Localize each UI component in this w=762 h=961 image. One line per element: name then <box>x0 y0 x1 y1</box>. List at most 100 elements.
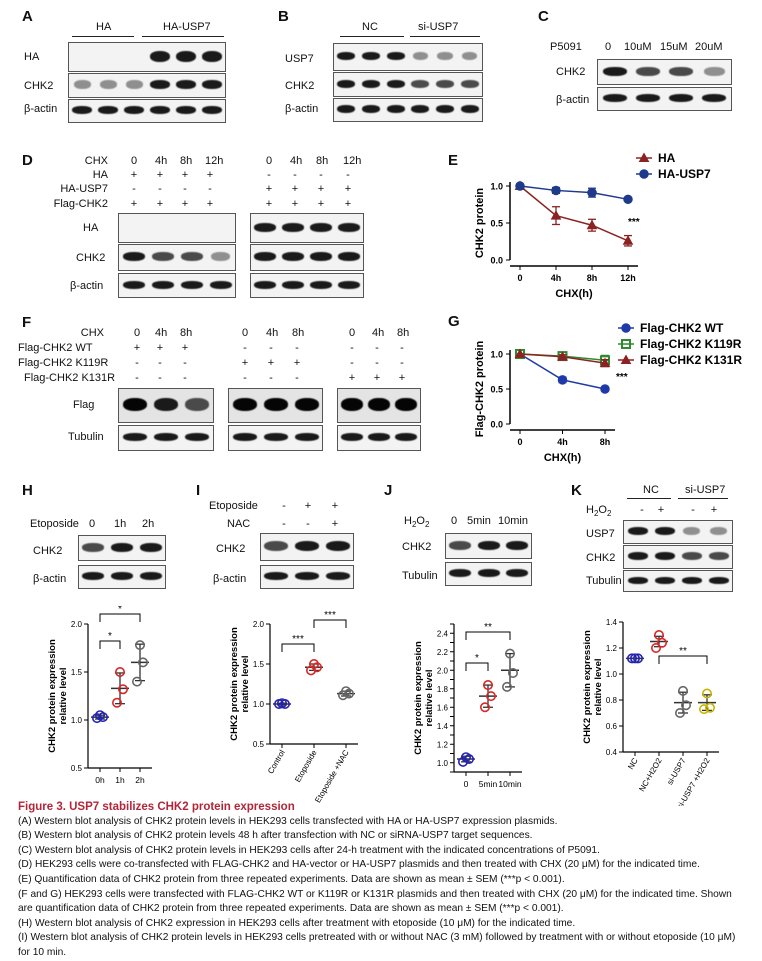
sign-mark: 4h <box>155 327 168 339</box>
blot-band <box>122 433 147 441</box>
y-axis-title: CHK2 protein expression <box>582 630 593 744</box>
sign-mark: 0 <box>348 327 356 339</box>
blot-strip <box>118 244 236 271</box>
sign-mark: - <box>135 372 139 384</box>
sign-mark: 12h <box>343 155 362 167</box>
panel-label-c: C <box>538 8 549 25</box>
blot-band <box>340 433 363 441</box>
sign-mark: + <box>265 183 273 195</box>
blot-strip <box>337 388 421 423</box>
blot-band <box>368 398 390 411</box>
data-point-marker <box>623 194 633 205</box>
blot-strip <box>68 73 226 98</box>
data-point <box>341 686 352 697</box>
treatment-label: NAC <box>227 518 251 530</box>
data-point <box>461 752 472 763</box>
blot-band <box>150 50 170 62</box>
y-tick-label: 1.0 <box>606 670 618 679</box>
x-tick-label: NC+H2O2 <box>637 756 664 793</box>
panel-label-h: H <box>22 482 33 499</box>
sign-mark: 0 <box>265 155 273 167</box>
y-tick-label: 2.0 <box>71 620 83 629</box>
blot-band <box>338 252 360 261</box>
condition-label: CHX <box>84 155 108 167</box>
chart-g: 0.0 0.5 1.0 0 4h 8h CHX(h) Flag-CHK2 protein Fla… <box>474 321 742 464</box>
row-label: CHK2 <box>33 545 63 557</box>
sign-mark: + <box>291 183 299 195</box>
sign-mark: - <box>269 372 273 384</box>
dose-label: 20uM <box>695 41 723 53</box>
data-point <box>678 685 689 696</box>
blot-band <box>386 105 405 113</box>
data-point-marker <box>587 187 597 198</box>
sign-mark: 0 <box>133 327 141 339</box>
row-label: β-actin <box>70 280 104 292</box>
x-tick-label: 0 <box>464 779 469 789</box>
sign-mark: + <box>130 169 138 181</box>
blot-strip <box>597 59 732 85</box>
significance-bracket <box>465 662 489 671</box>
blot-band <box>282 252 304 261</box>
blot-band <box>681 552 702 560</box>
row-label: CHK2 <box>402 541 432 553</box>
sign-mark: + <box>206 169 214 181</box>
caption-line: (I) Western blot analysis of CHK2 protei… <box>18 932 736 958</box>
blot-band <box>437 52 453 60</box>
y-tick-label: 0.8 <box>606 696 618 705</box>
blot-band <box>176 80 196 89</box>
x-tick-label: Etoposide +NAC <box>313 748 351 804</box>
blot-band <box>708 576 729 584</box>
sign-mark: - <box>375 357 379 369</box>
x-axis-title: CHX(h) <box>544 452 582 464</box>
legend-label: HA-USP7 <box>658 167 711 181</box>
y-tick-label: 1.4 <box>606 618 618 627</box>
blot-band <box>151 252 174 261</box>
data-point <box>132 676 143 687</box>
row-label: CHK2 <box>556 66 586 78</box>
blot-strip <box>445 533 532 559</box>
blot-band <box>627 576 648 584</box>
data-point <box>702 688 713 699</box>
y-axis-title: CHK2 protein expression <box>413 641 424 755</box>
x-tick-label: 10min <box>498 779 521 789</box>
dose-label: 10uM <box>624 41 652 53</box>
figure-caption: Figure 3. USP7 stabilizes CHK2 protein e… <box>18 800 748 961</box>
blot-band <box>505 569 528 577</box>
data-point <box>135 640 146 651</box>
blot-band <box>460 79 479 88</box>
y-tick-label: 1.5 <box>71 668 83 677</box>
group-label: HA-USP7 <box>163 21 211 33</box>
blot-band <box>139 542 162 552</box>
sign-mark: 8h <box>292 327 305 339</box>
data-point-marker <box>586 219 598 230</box>
row-label: CHK2 <box>24 80 54 92</box>
blot-band <box>368 433 390 441</box>
x-tick-label: 2h <box>135 775 145 785</box>
panel-label-g: G <box>448 313 460 330</box>
dose-label: 0 <box>605 41 612 53</box>
blot-band <box>362 105 380 113</box>
x-tick-label: 12h <box>620 273 636 283</box>
x-tick-label: 8h <box>600 437 611 447</box>
significance-label: *** <box>616 372 628 383</box>
row-label: Flag <box>73 399 95 411</box>
blot-band <box>602 94 627 102</box>
series-line <box>519 185 629 242</box>
sign-mark: - <box>640 504 644 516</box>
x-tick-label: 8h <box>587 273 598 283</box>
row-label: USP7 <box>586 528 615 540</box>
dose-label: 15uM <box>660 41 688 53</box>
blot-band <box>310 252 332 261</box>
blot-strip <box>445 562 532 586</box>
blot-band <box>139 572 162 580</box>
sign-mark: - <box>158 372 162 384</box>
sign-mark: - <box>243 342 247 354</box>
blot-strip <box>68 42 226 72</box>
chart-h: 0.5 1.0 1.5 2.0 CHK2 protein expression relat… <box>47 606 152 785</box>
sign-mark: + <box>181 342 189 354</box>
blot-band <box>98 106 118 114</box>
row-label: CHK2 <box>285 80 315 92</box>
row-label: HA <box>24 51 40 63</box>
treatment-label: Etoposide <box>30 518 79 530</box>
row-label: Tubulin <box>68 431 104 443</box>
